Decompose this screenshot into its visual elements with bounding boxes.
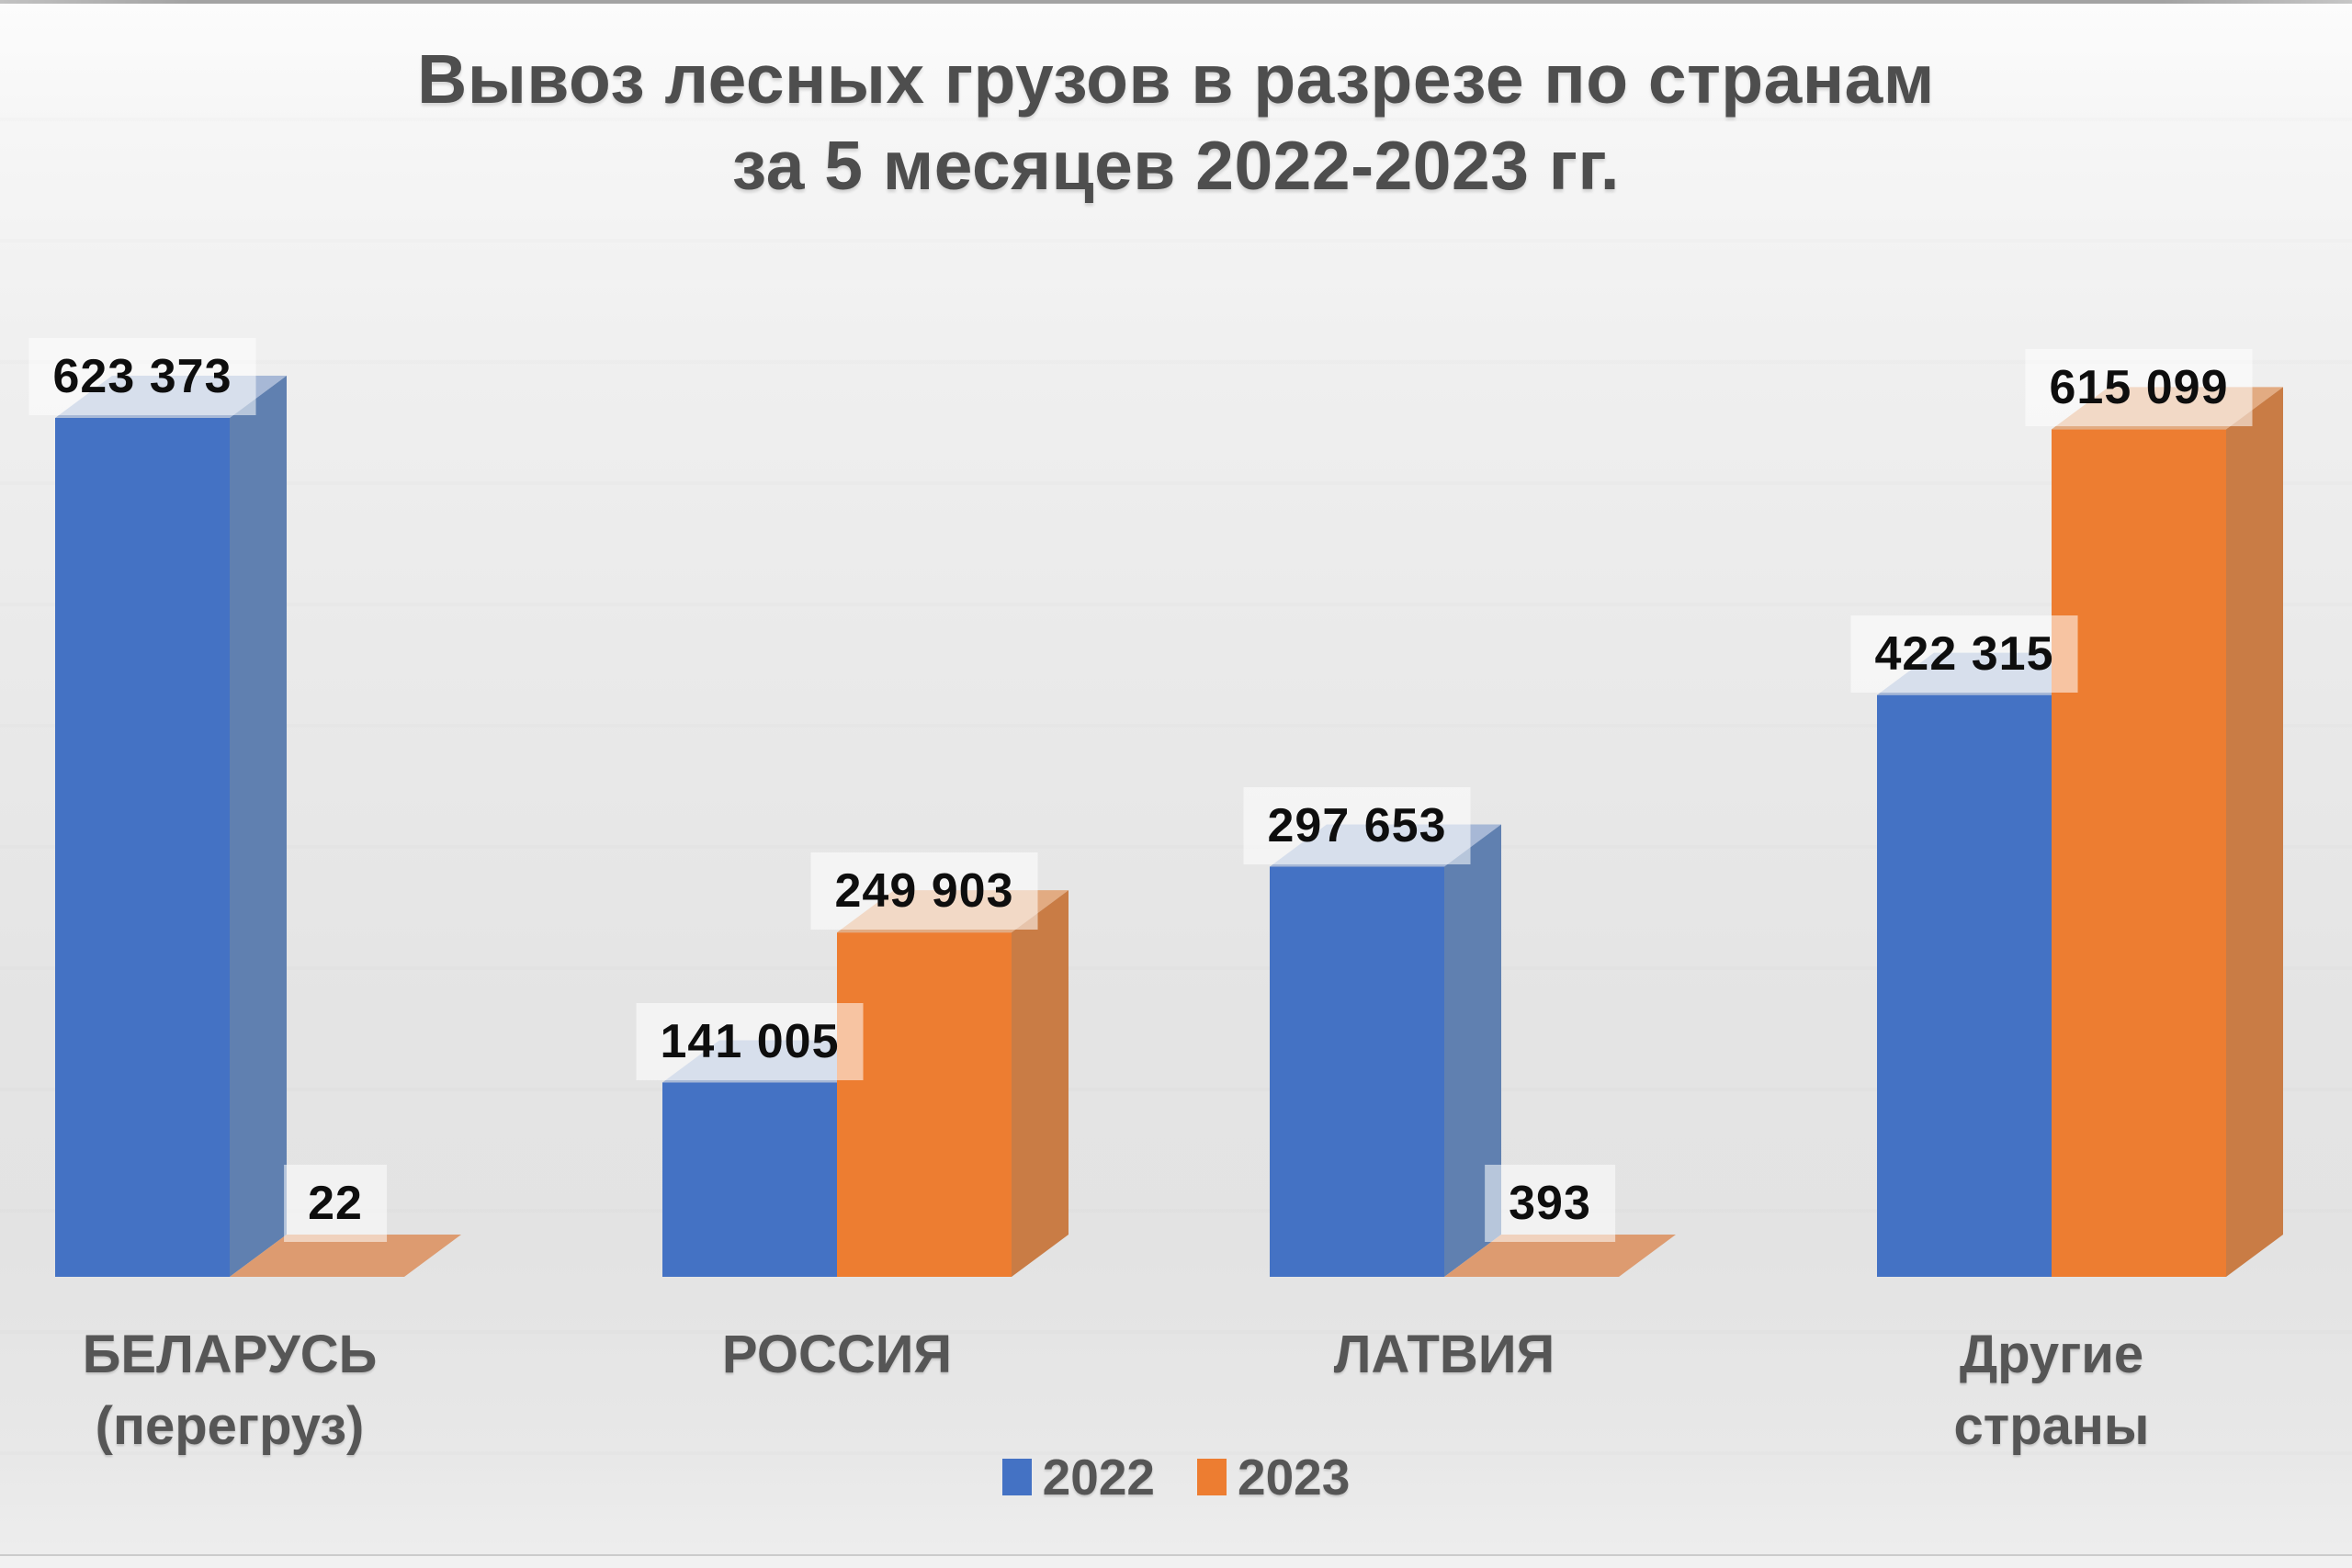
legend-swatch-2022-icon [1001,1459,1032,1495]
bar-side-2022-0 [230,376,287,1277]
chart-title-line-1: Вывоз лесных грузов в разрезе по странам [417,40,1935,118]
legend-label-2023: 2023 [1238,1449,1351,1506]
legend-item-2023: 2023 [1197,1448,1350,1506]
bar-front-2022-3 [1877,694,2052,1277]
bar-side-2023-3 [2226,387,2283,1277]
chart-title-line-2: за 5 месяцев 2022-2023 гг. [731,126,1621,204]
bar-side-2023-1 [1012,890,1069,1277]
bar-front-2022-0 [55,418,230,1277]
legend-swatch-2023-icon [1197,1459,1227,1495]
bar-front-2022-1 [662,1082,837,1277]
top-window-edge [0,0,2352,4]
bar-side-2022-2 [1444,824,1501,1277]
bottom-window-edge [0,1554,2352,1568]
bar-front-2023-1 [837,932,1012,1277]
chart-title: Вывоз лесных грузов в разрезе по странам… [0,37,2352,209]
bar-front-2023-3 [2052,429,2226,1277]
bar-front-2022-2 [1270,866,1444,1277]
bar-flat-2023-2 [1444,1235,1676,1277]
legend: 2022 2023 [0,1448,2352,1506]
bar-flat-2023-0 [230,1235,461,1277]
legend-label-2022: 2022 [1042,1449,1155,1506]
legend-item-2022: 2022 [1001,1448,1155,1506]
